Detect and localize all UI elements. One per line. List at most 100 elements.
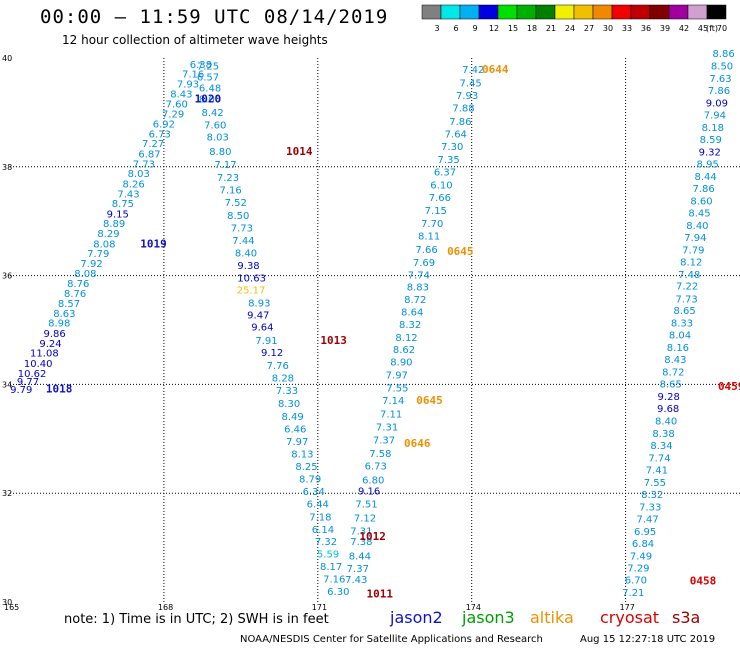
swh-value: 7.27 [142, 139, 164, 150]
swh-value: 7.88 [452, 103, 474, 114]
swh-value: 7.11 [380, 410, 402, 421]
page-title: 00:00 – 11:59 UTC 08/14/2019 [40, 6, 389, 28]
x-tick-label: 177 [620, 603, 635, 612]
pass-time-label: 1018 [46, 383, 73, 396]
colorbar-unit: (ft) [706, 24, 718, 33]
swh-value: 8.76 [64, 289, 86, 300]
swh-value: 8.63 [53, 309, 75, 320]
swh-value: 8.26 [123, 179, 145, 190]
swh-value: 6.80 [362, 475, 384, 486]
swh-value: 7.63 [709, 74, 731, 85]
swh-value: 8.64 [401, 307, 423, 318]
legend-jason2: jason2 [390, 608, 443, 627]
colorbar-label: 42 [679, 24, 689, 33]
colorbar-label: 36 [641, 24, 651, 33]
swh-value: 7.79 [682, 245, 704, 256]
swh-value: 8.34 [650, 441, 672, 452]
swh-value: 8.42 [202, 108, 224, 119]
swh-value: 6.34 [303, 487, 325, 498]
y-tick-label: 36 [2, 272, 12, 281]
swh-value: 9.24 [39, 339, 61, 350]
swh-value: 8.49 [282, 412, 304, 423]
swh-value: 6.92 [153, 120, 175, 131]
x-tick-label: 174 [466, 603, 481, 612]
colorbar-label: 3 [434, 24, 439, 33]
swh-tracks: 9.799.7710.6210.4011.089.249.868.988.638… [10, 49, 735, 599]
colorbar-label: 12 [489, 24, 499, 33]
swh-value: 7.48 [678, 270, 700, 281]
page-subtitle: 12 hour collection of altimeter wave hei… [62, 33, 328, 47]
y-tick-label: 32 [2, 489, 12, 498]
swh-value: 6.48 [199, 84, 221, 95]
colorbar-swatch [516, 4, 537, 20]
legend-altika: altika [530, 608, 574, 627]
swh-value: 8.40 [655, 417, 677, 428]
y-tick-label: 30 [2, 598, 12, 607]
swh-value: 7.18 [309, 512, 331, 523]
swh-value: 7.64 [445, 129, 467, 140]
colorbar-label: 9 [472, 24, 477, 33]
swh-value: 11.08 [30, 349, 59, 360]
swh-value: 8.65 [660, 380, 682, 391]
swh-value: 5.59 [317, 549, 339, 560]
colorbar-label: 18 [527, 24, 537, 33]
colorbar-label: 70 [717, 24, 727, 33]
swh-value: 7.74 [648, 454, 670, 465]
swh-value: 9.79 [10, 385, 32, 396]
swh-value: 8.13 [291, 449, 313, 460]
pass-time-label: 0459 [718, 380, 740, 393]
swh-value: 7.52 [225, 198, 247, 209]
swh-value: 6.46 [284, 424, 306, 435]
swh-value: 7.45 [460, 78, 482, 89]
swh-value: 7.37 [347, 564, 369, 575]
swh-value: 9.47 [247, 311, 269, 322]
swh-value: 7.86 [692, 184, 714, 195]
colorbar-swatch [497, 4, 518, 20]
swh-value: 7.51 [355, 499, 377, 510]
swh-value: 7.14 [382, 396, 404, 407]
pass-time-label: 0646 [404, 437, 431, 450]
pass-time-label: 0645 [416, 394, 443, 407]
y-tick-label: 40 [2, 54, 12, 63]
swh-value: 6.38 [190, 60, 212, 71]
swh-value: 7.25 [197, 61, 219, 72]
swh-value: 8.45 [688, 208, 710, 219]
pass-time-label: 1014 [286, 145, 313, 158]
swh-value: 8.11 [418, 232, 440, 243]
swh-value: 8.90 [390, 357, 412, 368]
pass-time-label: 1020 [195, 93, 222, 106]
swh-value: 9.28 [658, 392, 680, 403]
pass-time-label: 1013 [320, 334, 347, 347]
colorbar-label: 15 [508, 24, 518, 33]
swh-value: 7.70 [421, 219, 443, 230]
colorbar-label: 39 [660, 24, 670, 33]
swh-value: 6.73 [365, 461, 387, 472]
swh-value: 8.04 [669, 331, 691, 342]
legend-cryosat: cryosat [600, 608, 660, 627]
swh-value: 7.91 [255, 336, 277, 347]
swh-value: 7.79 [87, 249, 109, 260]
time-labels: 1018 1019 1020 1014 1013 1012 1011 0644 0645 0645… [46, 63, 740, 600]
colorbar-swatch [535, 4, 556, 20]
swh-value: 7.76 [267, 361, 289, 372]
swh-value: 8.44 [694, 172, 716, 183]
colorbar-swatch [649, 4, 670, 20]
colorbar-swatch [706, 4, 727, 20]
swh-value: 6.70 [625, 576, 647, 587]
axis-ticks: 165 168 171 174 177 30 32 34 36 38 40 [2, 54, 635, 612]
pass-time-label: 1019 [140, 237, 167, 250]
swh-value: 8.40 [235, 249, 257, 260]
swh-value: 8.12 [680, 257, 702, 268]
swh-value: 6.84 [632, 539, 654, 550]
swh-value: 8.00 [199, 95, 221, 106]
swh-value: 9.77 [17, 377, 39, 388]
swh-value: 8.76 [67, 279, 89, 290]
swh-value: 8.28 [272, 374, 294, 385]
swh-value: 8.72 [662, 368, 684, 379]
swh-value: 7.92 [80, 259, 102, 270]
swh-value: 7.73 [133, 159, 155, 170]
swh-value: 7.41 [646, 466, 668, 477]
swh-value: 8.18 [702, 123, 724, 134]
swh-value: 7.12 [354, 513, 376, 524]
